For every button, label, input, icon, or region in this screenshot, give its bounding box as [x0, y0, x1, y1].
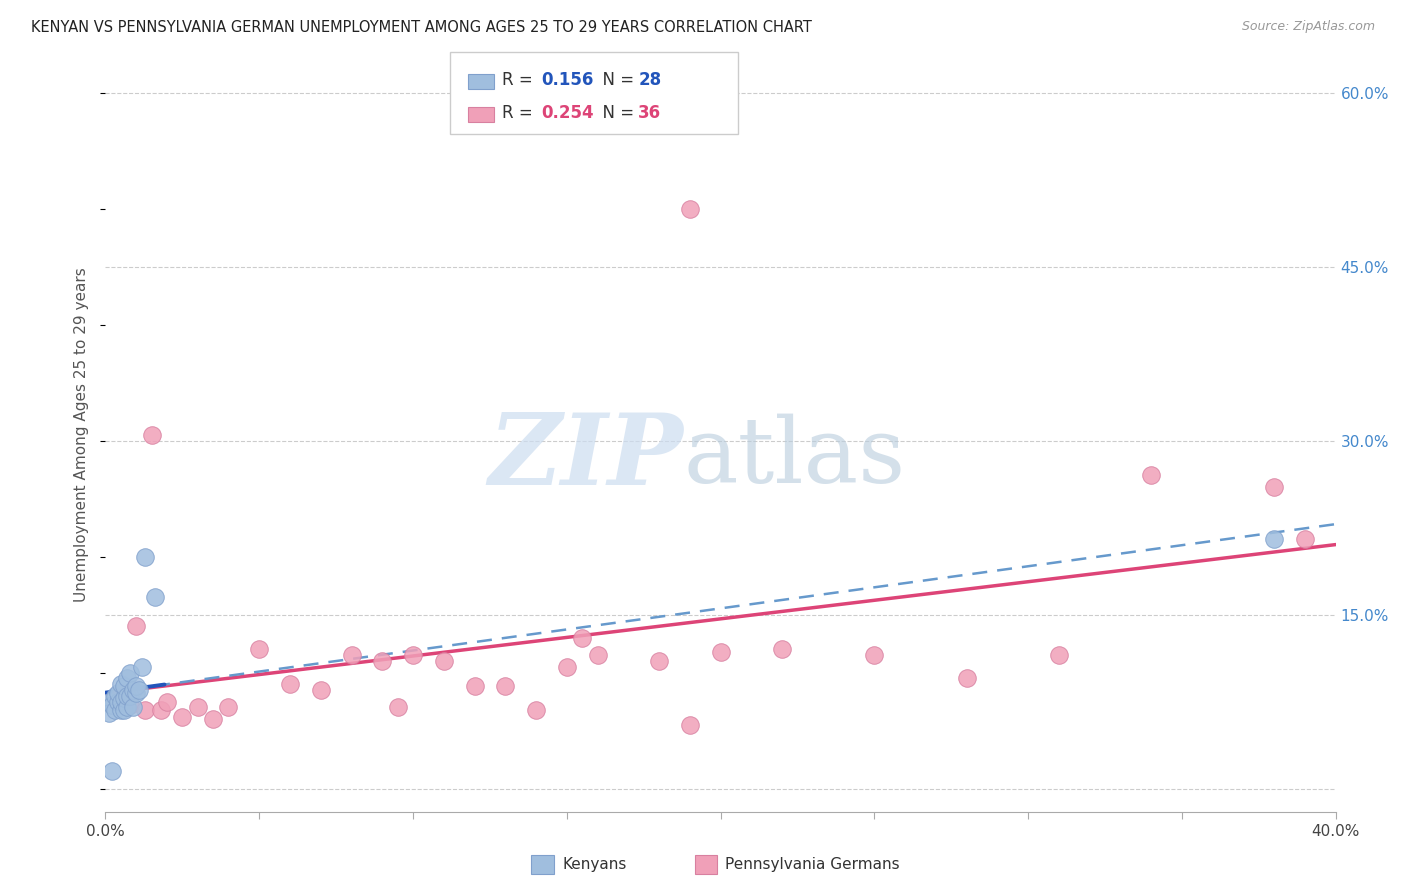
Point — [1263, 480, 1285, 494]
Point — [402, 648, 425, 662]
Point — [1263, 532, 1285, 546]
Point — [202, 712, 225, 726]
Point — [586, 648, 609, 662]
Point — [524, 703, 547, 717]
Point — [112, 691, 135, 706]
Point — [100, 698, 122, 712]
Point — [218, 700, 240, 714]
Point — [648, 654, 671, 668]
Text: Pennsylvania Germans: Pennsylvania Germans — [725, 857, 900, 871]
Point — [187, 700, 209, 714]
Point — [149, 703, 172, 717]
Point — [120, 689, 141, 703]
Point — [122, 700, 145, 714]
Point — [115, 689, 138, 703]
Point — [110, 703, 132, 717]
Point — [97, 706, 120, 721]
Point — [110, 686, 132, 700]
Point — [770, 642, 793, 657]
Point — [278, 677, 301, 691]
Point — [387, 700, 409, 714]
Point — [1047, 648, 1070, 662]
Point — [571, 631, 593, 645]
Point — [309, 683, 332, 698]
Point — [156, 694, 179, 708]
Point — [863, 648, 886, 662]
Point — [128, 683, 150, 698]
Point — [555, 660, 578, 674]
Point — [104, 689, 127, 703]
Point — [494, 680, 516, 694]
Text: atlas: atlas — [683, 413, 905, 501]
Point — [1140, 468, 1163, 483]
Text: 36: 36 — [638, 104, 661, 122]
Point — [100, 764, 122, 778]
Point — [710, 645, 733, 659]
Point — [110, 677, 132, 691]
Point — [464, 680, 486, 694]
Point — [131, 660, 153, 674]
Text: 0.254: 0.254 — [541, 104, 593, 122]
Text: R =: R = — [502, 104, 538, 122]
Text: 28: 28 — [638, 71, 661, 89]
Point — [134, 703, 156, 717]
Text: KENYAN VS PENNSYLVANIA GERMAN UNEMPLOYMENT AMONG AGES 25 TO 29 YEARS CORRELATION: KENYAN VS PENNSYLVANIA GERMAN UNEMPLOYME… — [31, 20, 811, 35]
Point — [122, 683, 145, 698]
Point — [433, 654, 456, 668]
Point — [107, 694, 129, 708]
Point — [112, 680, 135, 694]
Point — [104, 703, 127, 717]
Point — [120, 698, 141, 712]
Text: R =: R = — [502, 71, 538, 89]
Point — [679, 202, 702, 216]
Point — [141, 428, 163, 442]
Point — [115, 700, 138, 714]
Text: Kenyans: Kenyans — [562, 857, 627, 871]
Point — [97, 694, 120, 708]
Point — [956, 671, 979, 685]
Text: Source: ZipAtlas.com: Source: ZipAtlas.com — [1241, 20, 1375, 33]
Point — [1294, 532, 1316, 546]
Text: N =: N = — [592, 71, 640, 89]
Point — [247, 642, 270, 657]
Point — [120, 665, 141, 680]
Point — [107, 686, 129, 700]
Point — [172, 709, 194, 723]
Point — [115, 671, 138, 685]
Point — [134, 549, 156, 564]
Point — [679, 717, 702, 731]
Point — [143, 591, 166, 605]
Point — [125, 686, 148, 700]
Point — [125, 680, 148, 694]
Y-axis label: Unemployment Among Ages 25 to 29 years: Unemployment Among Ages 25 to 29 years — [75, 268, 90, 602]
Text: ZIP: ZIP — [489, 409, 683, 506]
Point — [112, 703, 135, 717]
Text: 0.156: 0.156 — [541, 71, 593, 89]
Point — [371, 654, 394, 668]
Point — [125, 619, 148, 633]
Point — [340, 648, 363, 662]
Text: N =: N = — [592, 104, 640, 122]
Point — [110, 694, 132, 708]
